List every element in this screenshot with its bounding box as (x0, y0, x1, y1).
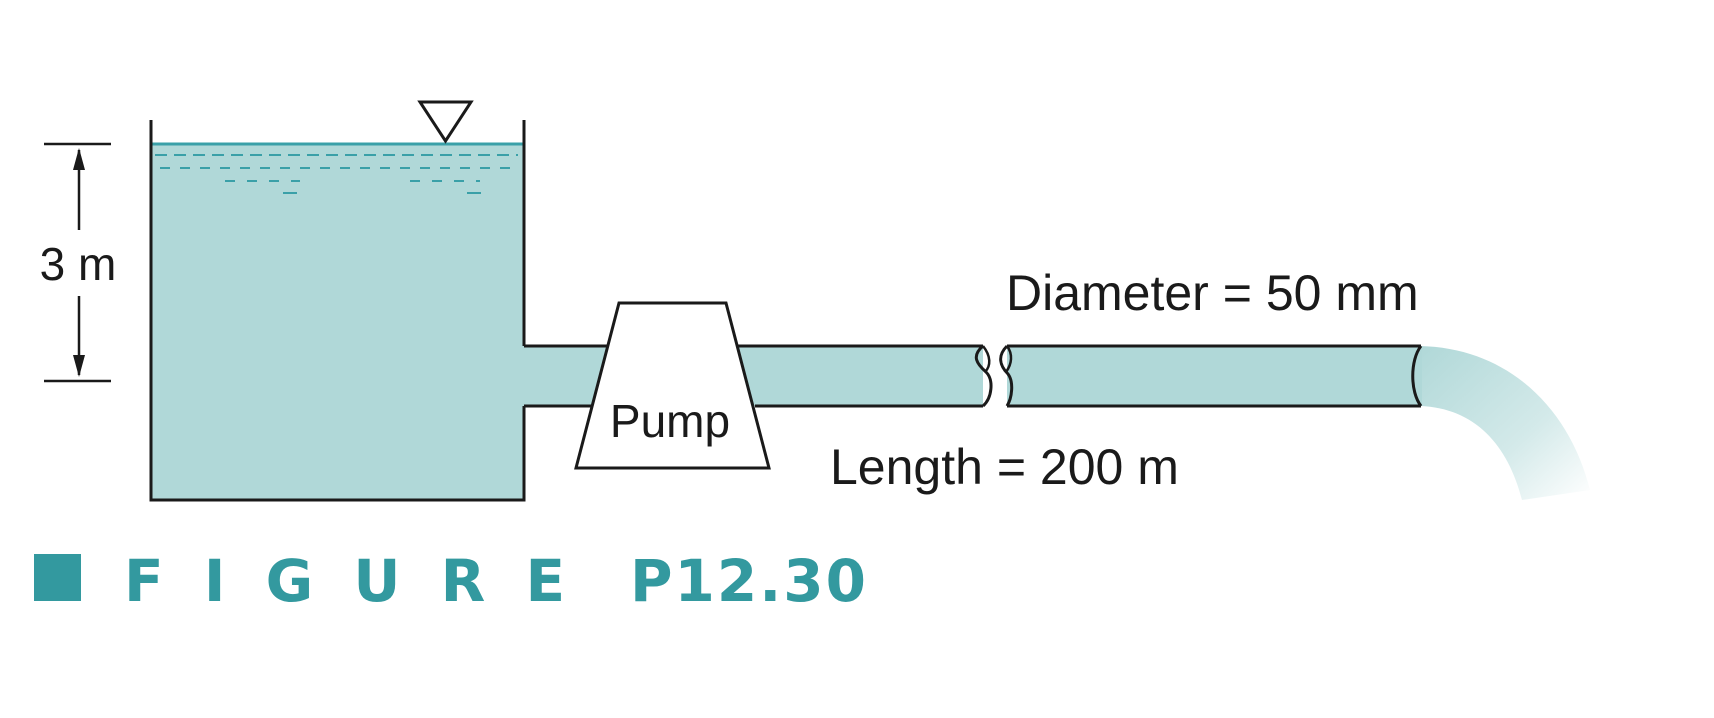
pipe-break-right-inner (1004, 345, 1013, 373)
tank-wall (149, 120, 526, 502)
caption-square-icon (34, 554, 81, 601)
tank-water (151, 143, 524, 500)
water-surface-ripples (155, 154, 518, 194)
pipe-outlet-end (1411, 345, 1423, 407)
pipe-section-1-water (720, 347, 983, 406)
caption-figure-number: P12.30 (630, 547, 868, 615)
pipe-break-right (999, 344, 1014, 407)
diameter-label: Diameter = 50 mm (1006, 265, 1419, 321)
pipe-break-left-inner (982, 345, 991, 373)
height-dimension (44, 142, 111, 383)
pipe-section-2-water (1007, 347, 1422, 406)
height-label: 3 m (40, 238, 117, 290)
discharge-jet (1420, 346, 1590, 500)
length-label: Length = 200 m (830, 439, 1179, 495)
inverted-triangle-icon (417, 100, 474, 144)
caption-figure-word: F I G U R E (124, 547, 575, 615)
tank (149, 120, 526, 502)
pump-label: Pump (610, 395, 730, 447)
pump-body (574, 301, 771, 470)
